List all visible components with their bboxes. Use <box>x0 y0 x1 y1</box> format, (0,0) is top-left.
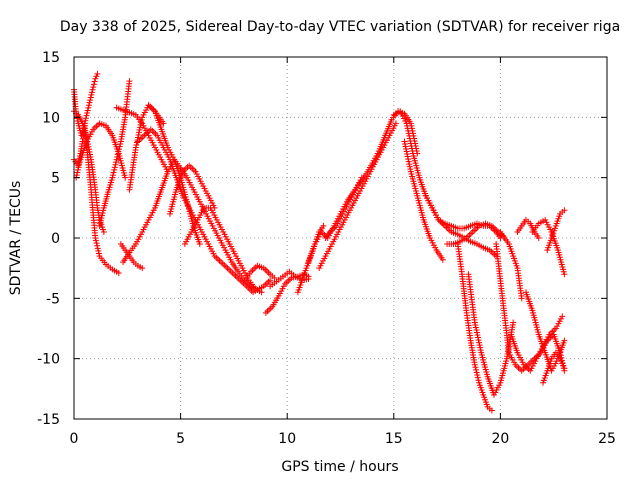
data-series-sat-x <box>444 220 508 248</box>
data-series-sat-f <box>117 241 146 272</box>
data-series-sat-e <box>96 78 133 229</box>
data-series-sat-z <box>465 271 517 398</box>
data-series-sat-d <box>73 120 129 181</box>
y-axis-label: SDTVAR / TECUs <box>8 181 24 296</box>
x-tick-label: 10 <box>278 431 296 447</box>
data-series-sat-ac <box>508 313 566 374</box>
data-series-sat-v <box>401 138 446 263</box>
y-tick-label: 5 <box>51 171 60 187</box>
data-series-sat-y <box>454 241 495 414</box>
x-tick-label: 15 <box>385 431 403 447</box>
data-series-sat-m <box>181 204 265 296</box>
x-tick-label: 5 <box>176 431 185 447</box>
x-tick-label: 20 <box>491 431 509 447</box>
y-tick-label: 15 <box>42 50 60 66</box>
data-series-sat-ag <box>540 349 568 386</box>
data-series-sat-ad <box>514 216 542 241</box>
data-series-sat-u <box>390 108 504 241</box>
data-series-sat-ah <box>544 207 568 254</box>
y-tick-label: -15 <box>37 412 60 428</box>
data-series-sat-w <box>422 192 500 260</box>
data-series-sat-ab <box>497 228 525 302</box>
data-series-sat-t <box>322 174 365 241</box>
y-tick-label: 10 <box>42 110 60 126</box>
y-tick-label: -5 <box>46 291 60 307</box>
y-tick-label: -10 <box>37 352 60 368</box>
y-tick-label: 0 <box>51 231 60 247</box>
points-layer <box>71 70 568 414</box>
data-series-sat-l <box>166 162 218 217</box>
data-series-sat-g <box>113 104 171 175</box>
x-axis-label: GPS time / hours <box>281 459 398 475</box>
x-tick-label: 0 <box>70 431 79 447</box>
data-series-sat-n <box>241 262 278 284</box>
x-tick-label: 25 <box>598 431 616 447</box>
chart-title: Day 338 of 2025, Sidereal Day-to-day VTE… <box>60 19 620 35</box>
data-series-sat-i <box>126 102 167 193</box>
ticks-layer: 0 5 10 15 20 25 -15 -10 -5 0 5 10 15 <box>37 50 616 447</box>
data-series-sat-s <box>316 120 399 272</box>
